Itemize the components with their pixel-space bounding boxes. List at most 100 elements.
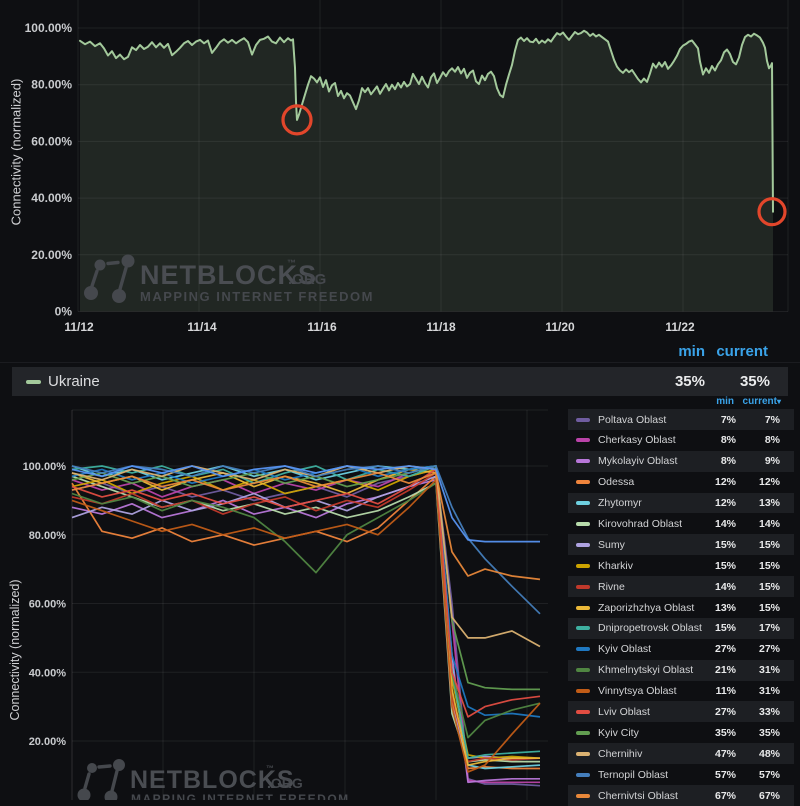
series-min-value: 14%: [714, 580, 736, 593]
series-current-value: 15%: [758, 538, 780, 551]
legend-row[interactable]: Khmelnytskyi Oblast 21% 31%: [568, 659, 794, 681]
series-label[interactable]: Mykolayiv Oblast: [598, 455, 678, 468]
legend-row[interactable]: Zaporizhzhya Oblast 13% 15%: [568, 597, 794, 618]
series-current-value: 35%: [758, 726, 780, 739]
series-current-value: 7%: [764, 413, 780, 426]
series-label[interactable]: Kyiv Oblast: [598, 643, 652, 656]
svg-text:11/20: 11/20: [545, 320, 575, 334]
series-label[interactable]: Poltava Oblast: [598, 413, 667, 426]
regional-legend-table: Poltava Oblast 7% 7% Cherkasy Oblast 8% …: [568, 409, 794, 806]
series-min-value: 27%: [714, 705, 736, 718]
series-min-value: 67%: [714, 789, 736, 802]
series-min-value: 14%: [714, 517, 736, 530]
legend-row[interactable]: Poltava Oblast 7% 7%: [568, 409, 794, 430]
netblocks-watermark: NETBLOCKS ™ .ORG MAPPING INTERNET FREEDO…: [77, 759, 350, 800]
series-color-swatch: [576, 605, 590, 610]
series-color-swatch: [576, 584, 590, 589]
watermark-tm: ™: [287, 258, 296, 268]
series-min-value: 8%: [720, 434, 736, 447]
series-current-value: 15%: [758, 601, 780, 614]
series-color-swatch: [576, 501, 590, 506]
panel-divider: [0, 362, 800, 363]
svg-text:80.00%: 80.00%: [31, 78, 72, 92]
series-min-value: 47%: [714, 747, 736, 760]
series-color-swatch: [576, 751, 590, 756]
svg-text:100.00%: 100.00%: [23, 461, 67, 473]
legend-row[interactable]: Kyiv City 35% 35%: [568, 722, 794, 743]
national-connectivity-chart[interactable]: NETBLOCKS ™ .ORG MAPPING INTERNET FREEDO…: [0, 0, 800, 340]
legend-row[interactable]: Cherkasy Oblast 8% 8%: [568, 430, 794, 451]
legend-row[interactable]: Kharkiv 15% 15%: [568, 555, 794, 576]
series-current-value: 57%: [758, 768, 780, 781]
watermark-name: NETBLOCKS: [130, 766, 295, 794]
series-label[interactable]: Rivne: [598, 580, 625, 593]
ukraine-min-value: 35%: [674, 373, 705, 390]
legend-row[interactable]: Vinnytsya Oblast 11% 31%: [568, 681, 794, 702]
series-label[interactable]: Zaporizhzhya Oblast: [598, 601, 695, 614]
series-min-value: 27%: [714, 643, 736, 656]
series-label[interactable]: Vinnytsya Oblast: [598, 685, 677, 698]
series-color-swatch: [576, 521, 590, 526]
legend-row[interactable]: Kyiv Oblast 27% 27%: [568, 639, 794, 660]
series-label[interactable]: Cherkasy Oblast: [598, 434, 676, 447]
national-series-area: [79, 29, 774, 312]
svg-text:60.00%: 60.00%: [29, 599, 67, 611]
legend-row[interactable]: Rivne 14% 15%: [568, 576, 794, 598]
series-label[interactable]: Khmelnytskyi Oblast: [598, 664, 694, 677]
current-column-header[interactable]: current▾: [743, 396, 781, 407]
series-min-value: 8%: [720, 455, 736, 468]
series-label[interactable]: Sumy: [598, 538, 625, 551]
y-axis-title-regional: Connectivity (normalized): [8, 579, 22, 721]
series-label[interactable]: Kyiv City: [598, 726, 639, 739]
ukraine-series-swatch: [26, 380, 41, 384]
series-label[interactable]: Chernivtsi Oblast: [598, 789, 678, 802]
series-label[interactable]: Dnipropetrovsk Oblast: [598, 622, 702, 635]
watermark-tagline: MAPPING INTERNET FREEDOM: [131, 792, 350, 800]
current-column-header[interactable]: current: [716, 343, 768, 360]
outage-highlight-circles: [281, 104, 787, 227]
series-color-swatch: [576, 480, 590, 485]
series-current-value: 15%: [758, 559, 780, 572]
legend-row[interactable]: Sumy 15% 15%: [568, 534, 794, 556]
netblocks-logo-icon: [84, 254, 135, 303]
legend-row[interactable]: Dnipropetrovsk Oblast 15% 17%: [568, 617, 794, 639]
svg-text:40.00%: 40.00%: [31, 191, 72, 205]
series-label[interactable]: Kharkiv: [598, 559, 634, 572]
series-color-swatch: [576, 647, 590, 652]
series-current-value: 13%: [758, 497, 780, 510]
series-color-swatch: [576, 438, 590, 443]
netblocks-logo-icon: [77, 759, 125, 800]
legend-row[interactable]: Lviv Oblast 27% 33%: [568, 701, 794, 723]
legend-row[interactable]: Zhytomyr 12% 13%: [568, 492, 794, 514]
svg-text:11/22: 11/22: [665, 320, 695, 334]
series-color-swatch: [576, 793, 590, 798]
legend-row[interactable]: Kirovohrad Oblast 14% 14%: [568, 513, 794, 534]
national-legend-row-ukraine[interactable]: Ukraine 35% 35%: [12, 367, 788, 396]
min-column-header[interactable]: min: [716, 396, 734, 407]
legend-row[interactable]: Chernihiv 47% 48%: [568, 743, 794, 765]
series-label[interactable]: Chernihiv: [598, 747, 643, 760]
ukraine-series-label[interactable]: Ukraine: [48, 373, 100, 390]
watermark-suffix: .ORG: [288, 271, 326, 288]
series-current-value: 17%: [758, 622, 780, 635]
legend-row[interactable]: Mykolayiv Oblast 8% 9%: [568, 450, 794, 472]
series-color-swatch: [576, 668, 590, 673]
min-column-header[interactable]: min: [678, 343, 705, 360]
series-color-swatch: [576, 730, 590, 735]
regional-connectivity-chart[interactable]: NETBLOCKS ™ .ORG MAPPING INTERNET FREEDO…: [0, 396, 800, 800]
series-label[interactable]: Lviv Oblast: [598, 705, 650, 718]
legend-row[interactable]: Chernivtsi Oblast 67% 67%: [568, 785, 794, 806]
svg-text:20.00%: 20.00%: [31, 248, 72, 262]
series-label[interactable]: Kirovohrad Oblast: [598, 517, 683, 530]
series-color-swatch: [576, 626, 590, 631]
series-label[interactable]: Ternopil Oblast: [598, 768, 669, 781]
series-min-value: 21%: [714, 664, 736, 677]
legend-row[interactable]: Odessa 12% 12%: [568, 472, 794, 493]
series-label[interactable]: Zhytomyr: [598, 497, 642, 510]
series-min-value: 15%: [714, 559, 736, 572]
series-label[interactable]: Odessa: [598, 476, 635, 489]
series-current-value: 33%: [758, 705, 780, 718]
legend-row[interactable]: Ternopil Oblast 57% 57%: [568, 764, 794, 785]
series-min-value: 35%: [714, 726, 736, 739]
series-min-value: 57%: [714, 768, 736, 781]
